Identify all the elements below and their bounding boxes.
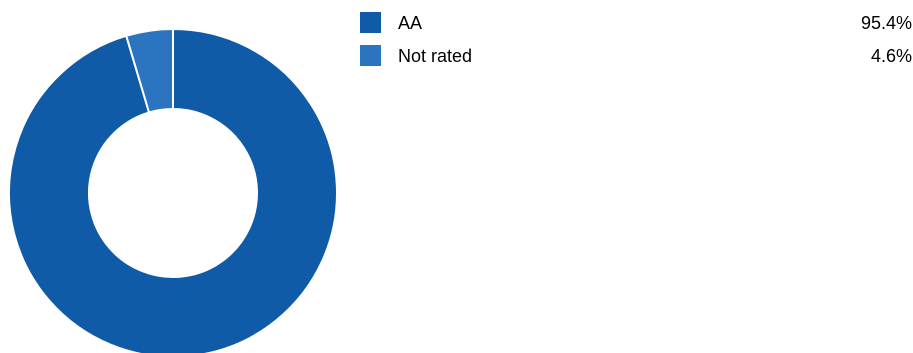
legend-swatch-aa [360, 12, 381, 33]
legend-item-not-rated: Not rated 4.6% [360, 45, 912, 69]
legend-swatch-not-rated [360, 45, 381, 66]
legend-value-not-rated: 4.6% [870, 46, 912, 66]
legend-value-aa: 95.4% [860, 13, 912, 33]
legend-label-not-rated: Not rated [398, 46, 473, 66]
donut-chart [8, 27, 338, 353]
donut-slice-not-rated [125, 27, 174, 114]
legend-item-aa: AA 95.4% [360, 12, 912, 36]
legend-label-aa: AA [398, 13, 423, 33]
donut-slice-aa [8, 27, 338, 353]
